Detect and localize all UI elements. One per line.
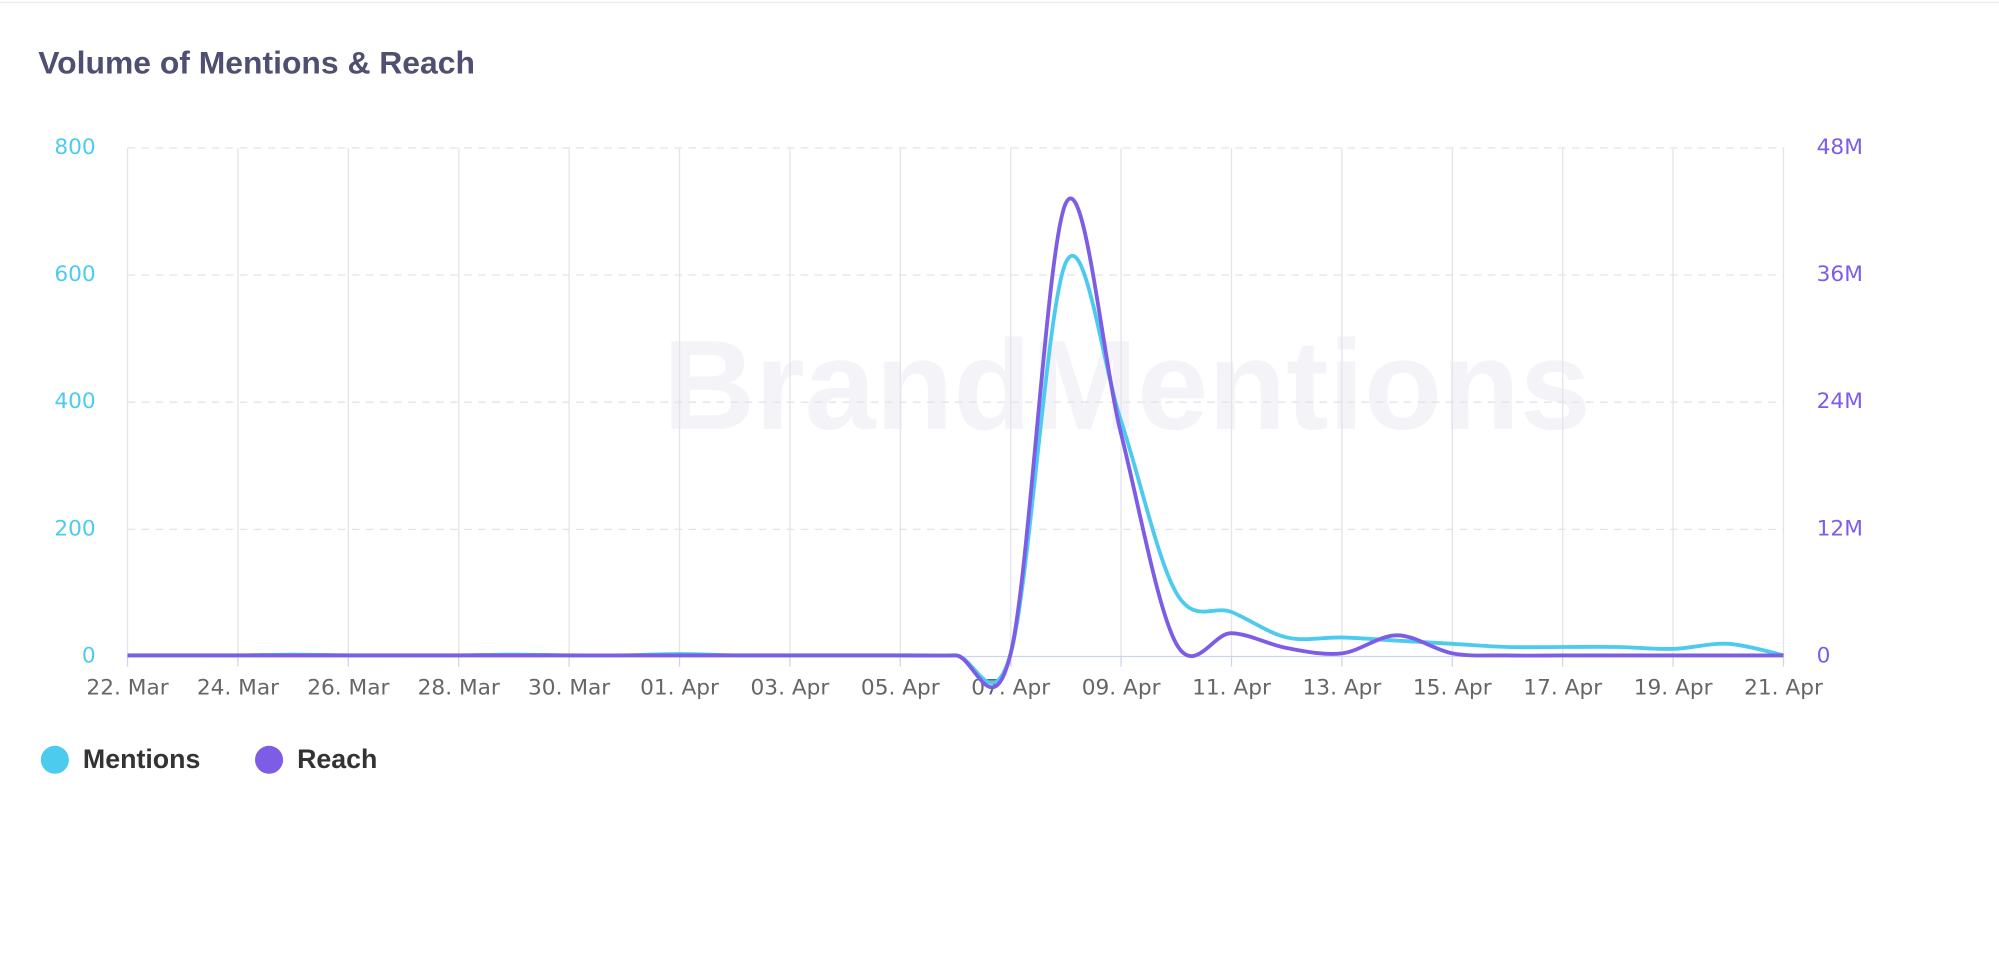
- y2-tick-label: 24M: [1817, 389, 1863, 414]
- x-tick-label: 01. Apr: [640, 675, 719, 700]
- x-tick-label: 05. Apr: [861, 675, 940, 700]
- legend-label: Mentions: [83, 744, 200, 774]
- y-tick-label: 600: [54, 262, 95, 287]
- x-tick-label: 13. Apr: [1303, 675, 1382, 700]
- y-tick-label: 200: [54, 516, 95, 541]
- y-tick-label: 400: [54, 389, 95, 414]
- legend-marker: [255, 745, 284, 774]
- x-tick-label: 17. Apr: [1523, 675, 1602, 700]
- legend: Mentions Reach: [40, 744, 377, 774]
- x-tick-label: 19. Apr: [1634, 675, 1713, 700]
- x-tick-label: 11. Apr: [1192, 675, 1271, 700]
- x-tick-label: 21. Apr: [1744, 675, 1823, 700]
- y2-tick-label: 48M: [1817, 135, 1863, 160]
- x-tick-label: 22. Mar: [86, 675, 168, 700]
- series-line: [127, 196, 1784, 690]
- y2-tick-label: 36M: [1817, 262, 1863, 287]
- chart-title: Volume of Mentions & Reach: [38, 44, 475, 80]
- legend-label: Reach: [297, 744, 377, 774]
- legend-marker: [40, 745, 69, 774]
- x-tick-label: 24. Mar: [197, 675, 279, 700]
- y-tick-label: 800: [54, 135, 95, 160]
- y2-tick-label: 12M: [1817, 516, 1863, 541]
- y-tick-label: 0: [82, 644, 96, 669]
- x-tick-label: 03. Apr: [751, 675, 830, 700]
- x-tick-label: 15. Apr: [1413, 675, 1492, 700]
- x-tick-label: 30. Mar: [528, 675, 610, 700]
- y2-tick-label: 0: [1817, 644, 1831, 669]
- x-tick-label: 09. Apr: [1082, 675, 1161, 700]
- x-tick-label: 26. Mar: [307, 675, 389, 700]
- x-tick-label: 28. Mar: [418, 675, 500, 700]
